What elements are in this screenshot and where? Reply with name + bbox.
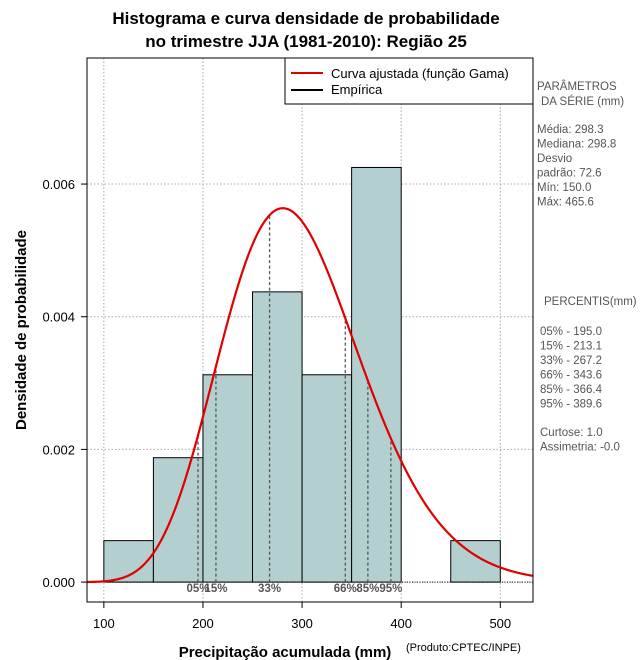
percentile-label: 95%	[379, 583, 402, 595]
percentil-line: 33% - 267.2	[540, 355, 602, 367]
stat-line: Mediana: 298.8	[537, 139, 616, 151]
stat-line: padrão: 72.6	[537, 168, 602, 180]
percentil-line: 15% - 213.1	[540, 341, 602, 353]
credit-text: (Produto:CPTEC/INPE)	[406, 642, 521, 654]
x-tick-label: 100	[93, 616, 115, 631]
percentil-line: 66% - 343.6	[540, 370, 602, 382]
stat-line: Média: 298.3	[537, 124, 604, 136]
legend-fitted-label: Curva ajustada (função Gama)	[331, 66, 509, 81]
shape-stat-line: Assimetria: -0.0	[540, 442, 620, 454]
y-tick-label: 0.006	[42, 177, 75, 192]
percentil-line: 95% - 389.6	[540, 399, 602, 411]
histogram-bar	[152, 457, 204, 583]
percentis-lines: 05% - 195.0 15% - 213.1 33% - 267.2 66% - 3…	[540, 326, 603, 411]
histogram-bar	[450, 540, 501, 583]
histogram-bar	[202, 374, 254, 583]
fitted-curve-layer	[86, 207, 534, 584]
params-title-2: DA SÉRIE (mm)	[541, 95, 624, 108]
percentile-label: 15%	[204, 583, 227, 595]
y-tick-label: 0.002	[42, 442, 75, 457]
stats-lines: Média: 298.3 Mediana: 298.8 Desvio padrão: …	[537, 124, 616, 209]
percentile-label: 66%	[334, 583, 357, 595]
legend-box	[284, 57, 534, 105]
percentile-lines	[197, 215, 392, 583]
params-title-1: PARÂMETROS	[537, 80, 617, 93]
percentile-label: 33%	[258, 583, 281, 595]
percentil-line: 85% - 366.4	[540, 384, 603, 396]
stat-line: Mín: 150.0	[537, 182, 591, 194]
y-tick-label: 0.000	[42, 575, 75, 590]
histogram-bars	[103, 166, 501, 583]
stat-line: Máx: 465.6	[537, 197, 594, 209]
y-axis-label: Densidade de probabilidade	[13, 230, 30, 430]
x-tick-label: 500	[489, 616, 511, 631]
y-axis: 0.000 0.002 0.004 0.006	[42, 177, 87, 590]
percentile-label: 85%	[356, 583, 379, 595]
legend: Curva ajustada (função Gama) Empírica	[284, 57, 534, 105]
stat-line: Desvio	[537, 153, 572, 165]
histogram-bar	[301, 374, 353, 583]
chart-title-line-1: Histograma e curva densidade de probabil…	[112, 9, 499, 28]
legend-empirical-label: Empírica	[331, 82, 383, 97]
x-tick-label: 400	[390, 616, 412, 631]
chart-title-line-2: no trimestre JJA (1981-2010): Região 25	[145, 32, 467, 51]
stats-panel: PARÂMETROS DA SÉRIE (mm) Média: 298.3 Med…	[537, 80, 637, 454]
x-axis-label: Precipitação acumulada (mm)	[179, 644, 392, 660]
percentile-labels: 05%15% 33% 66% 85% 95%	[186, 583, 402, 595]
x-tick-label: 200	[192, 616, 214, 631]
y-tick-label: 0.004	[42, 310, 75, 325]
fitted-gamma-curve	[86, 207, 534, 584]
percentil-line: 05% - 195.0	[540, 326, 602, 338]
histogram-bar	[252, 291, 303, 583]
shape-stats-lines: Curtose: 1.0 Assimetria: -0.0	[540, 427, 620, 454]
percentis-title: PERCENTIS(mm)	[544, 296, 637, 308]
percentile-label: 05%	[186, 583, 209, 595]
histogram-bar	[351, 166, 402, 583]
x-tick-label: 300	[291, 616, 313, 631]
x-axis: 100 200 300 400 500	[93, 602, 511, 631]
shape-stat-line: Curtose: 1.0	[540, 427, 603, 439]
